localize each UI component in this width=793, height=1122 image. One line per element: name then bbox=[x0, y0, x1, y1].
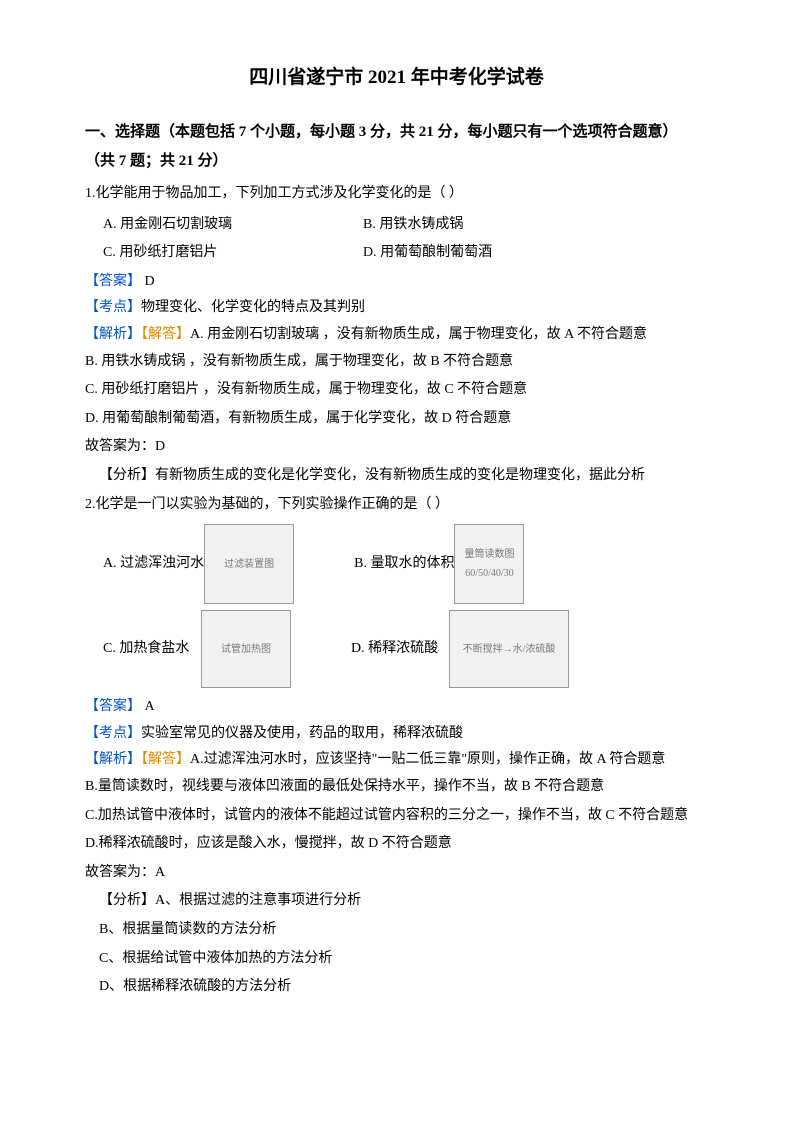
q2-line-d: D.稀释浓硫酸时，应该是酸入水，慢搅拌，故 D 不符合题意 bbox=[85, 831, 708, 858]
q2-fenxi-b: B、根据量筒读数的方法分析 bbox=[99, 917, 708, 944]
q2-answer: 【答案】 A bbox=[85, 694, 708, 721]
q2-option-d: D. 稀释浓硫酸 bbox=[351, 636, 449, 663]
q2-img-row2: C. 加热食盐水 试管加热图 D. 稀释浓硫酸 不断搅拌→水/浓硫酸 bbox=[103, 610, 708, 688]
q2-option-c: C. 加热食盐水 bbox=[103, 636, 201, 663]
section-line2: （共 7 题；共 21 分） bbox=[85, 153, 228, 169]
q1-jiexi: 【解析】【解答】A. 用金刚石切割玻璃 ，没有新物质生成，属于物理变化，故 A … bbox=[85, 322, 708, 349]
fenxi-label: 【分析】 bbox=[99, 893, 155, 908]
q1-option-b: B. 用铁水铸成锅 bbox=[363, 212, 463, 239]
q1-options-row1: A. 用金刚石切割玻璃 B. 用铁水铸成锅 bbox=[103, 212, 708, 239]
q2-stem: 2.化学是一门以实验为基础的，下列实验操作正确的是（ ） bbox=[85, 492, 708, 519]
q2-conclusion: 故答案为：A bbox=[85, 860, 708, 887]
jiexi-label: 【解析】 bbox=[85, 752, 141, 767]
q1-fenxi: 【分析】有新物质生成的变化是化学变化，没有新物质生成的变化是物理变化，据此分析 bbox=[99, 463, 708, 490]
answer-label: 【答案】 bbox=[85, 699, 141, 714]
diagram-cylinder-icon: 量筒读数图 60/50/40/30 bbox=[454, 524, 524, 604]
q2-img-row1: A. 过滤浑浊河水 过滤装置图 B. 量取水的体积 量筒读数图 60/50/40… bbox=[103, 524, 708, 604]
q2-fenxi-a: 【分析】A、根据过滤的注意事项进行分析 bbox=[99, 888, 708, 915]
q1-conclusion: 故答案为：D bbox=[85, 434, 708, 461]
section-header: 一、选择题（本题包括 7 个小题，每小题 3 分，共 21 分，每小题只有一个选… bbox=[85, 118, 708, 175]
q1-line-b: B. 用铁水铸成锅 ，没有新物质生成，属于物理变化，故 B 不符合题意 bbox=[85, 349, 708, 376]
kaodian-label: 【考点】 bbox=[85, 300, 141, 315]
q1-kaodian-text: 物理变化、化学变化的特点及其判别 bbox=[141, 300, 365, 315]
q1-line-d: D. 用葡萄酿制葡萄酒，有新物质生成，属于化学变化，故 D 符合题意 bbox=[85, 406, 708, 433]
q2-option-a: A. 过滤浑浊河水 bbox=[103, 551, 204, 578]
section-line1: 一、选择题（本题包括 7 个小题，每小题 3 分，共 21 分，每小题只有一个选… bbox=[85, 124, 678, 140]
q2-fenxi-d: D、根据稀释浓硫酸的方法分析 bbox=[99, 974, 708, 1001]
answer-label: 【答案】 bbox=[85, 274, 141, 289]
q2-fenxi-c: C、根据给试管中液体加热的方法分析 bbox=[99, 946, 708, 973]
q2-kaodian: 【考点】实验室常见的仪器及使用，药品的取用，稀释浓硫酸 bbox=[85, 721, 708, 748]
jieda-label: 【解答】 bbox=[141, 752, 190, 767]
q1-kaodian: 【考点】物理变化、化学变化的特点及其判别 bbox=[85, 295, 708, 322]
q2-jieda-a: A.过滤浑浊河水时，应该坚持"一贴二低三靠"原则，操作正确，故 A 符合题意 bbox=[190, 752, 665, 767]
q1-answer-value: D bbox=[141, 274, 155, 289]
q2-jiexi: 【解析】【解答】A.过滤浑浊河水时，应该坚持"一贴二低三靠"原则，操作正确，故 … bbox=[85, 747, 708, 774]
q1-line-c: C. 用砂纸打磨铝片 ，没有新物质生成，属于物理变化，故 C 不符合题意 bbox=[85, 377, 708, 404]
q1-answer: 【答案】 D bbox=[85, 269, 708, 296]
page-title: 四川省遂宁市 2021 年中考化学试卷 bbox=[85, 60, 708, 96]
q2-answer-value: A bbox=[141, 699, 155, 714]
q2-line-b: B.量筒读数时，视线要与液体凹液面的最低处保持水平，操作不当，故 B 不符合题意 bbox=[85, 774, 708, 801]
q2-option-b: B. 量取水的体积 bbox=[354, 551, 454, 578]
q1-option-a: A. 用金刚石切割玻璃 bbox=[103, 212, 363, 239]
q1-options-row2: C. 用砂纸打磨铝片 D. 用葡萄酿制葡萄酒 bbox=[103, 240, 708, 267]
q2-kaodian-text: 实验室常见的仪器及使用，药品的取用，稀释浓硫酸 bbox=[141, 726, 463, 741]
diagram-heating-icon: 试管加热图 bbox=[201, 610, 291, 688]
q1-option-d: D. 用葡萄酿制葡萄酒 bbox=[363, 240, 492, 267]
jiexi-label: 【解析】 bbox=[85, 327, 141, 342]
q1-stem: 1.化学能用于物品加工，下列加工方式涉及化学变化的是（ ） bbox=[85, 181, 708, 208]
diagram-filter-icon: 过滤装置图 bbox=[204, 524, 294, 604]
jieda-label: 【解答】 bbox=[141, 327, 190, 342]
q2-line-c: C.加热试管中液体时，试管内的液体不能超过试管内容积的三分之一，操作不当，故 C… bbox=[85, 803, 708, 830]
diagram-dilute-icon: 不断搅拌→水/浓硫酸 bbox=[449, 610, 569, 688]
kaodian-label: 【考点】 bbox=[85, 726, 141, 741]
q1-option-c: C. 用砂纸打磨铝片 bbox=[103, 240, 363, 267]
q2-fenxi-a-text: A、根据过滤的注意事项进行分析 bbox=[155, 893, 361, 908]
q1-jieda-a: A. 用金刚石切割玻璃 ，没有新物质生成，属于物理变化，故 A 不符合题意 bbox=[190, 327, 647, 342]
